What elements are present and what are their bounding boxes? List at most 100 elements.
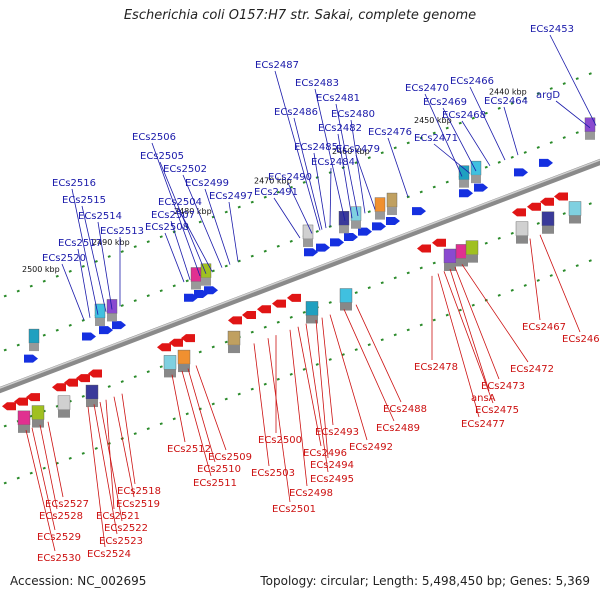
forward-gene-label[interactable]: ECs2516 [52,178,96,189]
forward-gene-label[interactable]: ECs2514 [78,211,122,222]
forward-gene-label[interactable]: ECs2502 [163,164,207,175]
forward-gene-label[interactable]: ECs2479 [336,144,380,155]
reverse-gene-block-shade [164,369,176,378]
forward-gene-label[interactable]: ECs2508 [145,222,189,233]
forward-gene-block [350,206,362,221]
forward-gene-arrow [204,286,218,295]
reverse-gene-label[interactable]: ECs2465 [562,334,600,345]
forward-gene-label[interactable]: ECs2490 [268,172,312,183]
reverse-gene-label[interactable]: ECs2492 [349,442,393,453]
reverse-gene-block [17,410,31,426]
forward-gene-label[interactable]: ECs2482 [318,123,362,134]
reverse-gene-label[interactable]: ECs2510 [197,464,241,475]
forward-gene-label[interactable]: ECs2471 [414,133,458,144]
reverse-label-leader [437,273,480,418]
reverse-gene-arrow [242,311,256,319]
reverse-gene-label[interactable]: ECs2529 [37,532,81,543]
forward-gene-label[interactable]: ECs2487 [255,60,299,71]
reverse-gene-label[interactable]: ECs2493 [315,427,359,438]
forward-gene-label[interactable]: ECs2506 [132,132,176,143]
forward-gene-label[interactable]: ECs2484 [311,157,355,168]
reverse-gene-label[interactable]: ECs2518 [117,486,161,497]
forward-label-leader [71,188,99,315]
reverse-label-leader [99,401,123,522]
forward-gene-label[interactable]: ECs2486 [274,107,318,118]
reverse-label-leader [461,264,529,363]
forward-gene-label[interactable]: ECs2515 [62,195,106,206]
forward-gene-label[interactable]: ECs2517 [58,238,102,249]
forward-label-leader [387,137,409,198]
reverse-gene-label[interactable]: ECs2495 [310,474,354,485]
forward-gene-label[interactable]: ECs2520 [42,253,86,264]
forward-gene-label[interactable]: ECs2476 [368,127,412,138]
reverse-gene-label[interactable]: ECs2489 [376,423,420,434]
forward-gene-label[interactable]: ECs2505 [140,151,184,162]
reverse-gene-label[interactable]: ECs2478 [414,362,458,373]
reverse-gene-label[interactable]: ECs2519 [116,499,160,510]
reverse-label-leader [529,238,541,321]
reverse-gene-label[interactable]: ECs2521 [96,511,140,522]
forward-gene-label[interactable]: ECs2453 [530,24,574,35]
forward-label-leader [335,103,359,217]
reverse-gene-label[interactable]: ECs2527 [45,499,89,510]
forward-gene-label[interactable]: ECs2499 [185,178,229,189]
forward-gene-label[interactable]: ECs2491 [254,187,298,198]
reverse-label-leader [355,304,402,403]
reverse-gene-arrow [14,397,28,406]
reverse-gene-label[interactable]: ECs2477 [461,419,505,430]
reverse-label-leader [321,317,334,426]
forward-gene-label[interactable]: ECs2497 [209,191,253,202]
reverse-gene-block-shade [58,409,70,418]
forward-gene-label[interactable]: ECs2481 [316,93,360,104]
forward-gene-label[interactable]: ECs2469 [423,97,467,108]
reverse-gene-label[interactable]: ECs2511 [193,478,237,489]
reverse-gene-label[interactable]: ECs2524 [87,549,131,560]
reverse-gene-label[interactable]: ECs2494 [310,460,354,471]
reverse-gene-label[interactable]: ECs2523 [99,536,143,547]
reverse-gene-label[interactable]: ECs2522 [104,523,148,534]
reverse-gene-block-shade [466,254,478,263]
reverse-gene-label[interactable]: ECs2496 [303,448,347,459]
reverse-gene-block [227,330,241,346]
forward-gene-label[interactable]: ECs2464 [484,96,528,107]
reverse-gene-block [57,395,71,410]
reverse-gene-block-shade [18,424,30,433]
reverse-gene-label[interactable]: ECs2509 [208,452,252,463]
forward-gene-block-shade [29,343,39,352]
forward-gene-label[interactable]: ECs2468 [442,110,486,121]
forward-gene-block-shade [303,238,313,247]
forward-label-leader [151,142,201,277]
forward-gene-label[interactable]: ECs2483 [295,78,339,89]
reverse-gene-block-shade [178,364,190,373]
forward-gene-label[interactable]: ECs2504 [158,197,202,208]
forward-gene-arrow [412,207,426,216]
forward-gene-label[interactable]: ECs2470 [405,83,449,94]
reverse-gene-block-shade [456,258,468,267]
reverse-gene-label[interactable]: ECs2488 [383,404,427,415]
reverse-gene-label[interactable]: ECs2512 [167,444,211,455]
reverse-gene-label[interactable]: ECs2501 [272,504,316,515]
reverse-gene-block-shade [306,315,318,324]
forward-gene-label[interactable]: ECs2513 [100,226,144,237]
forward-gene-label[interactable]: ECs2480 [331,109,375,120]
reverse-gene-label[interactable]: ECs2500 [258,435,302,446]
forward-gene-label[interactable]: ECs2485 [294,142,338,153]
reverse-gene-label[interactable]: ECs2467 [522,322,566,333]
forward-gene-label[interactable]: argD [536,90,560,101]
forward-gene-block-shade [201,277,211,286]
forward-gene-label[interactable]: ECs2466 [450,76,494,87]
forward-label-leader [337,133,353,219]
reverse-gene-label[interactable]: ansA [471,393,496,404]
reverse-gene-label[interactable]: ECs2472 [510,364,554,375]
reverse-gene-label[interactable]: ECs2503 [251,468,295,479]
forward-gene-label[interactable]: ECs2507 [151,210,195,221]
reverse-gene-label[interactable]: ECs2498 [289,488,333,499]
reverse-gene-label[interactable]: ECs2528 [39,511,83,522]
reverse-gene-label[interactable]: ECs2473 [481,381,525,392]
reverse-gene-label[interactable]: ECs2475 [475,405,519,416]
forward-gene-block-shade [107,313,117,322]
reverse-gene-label[interactable]: ECs2530 [37,553,81,564]
reverse-gene-block-shade [444,263,456,271]
reverse-label-leader [539,234,581,333]
